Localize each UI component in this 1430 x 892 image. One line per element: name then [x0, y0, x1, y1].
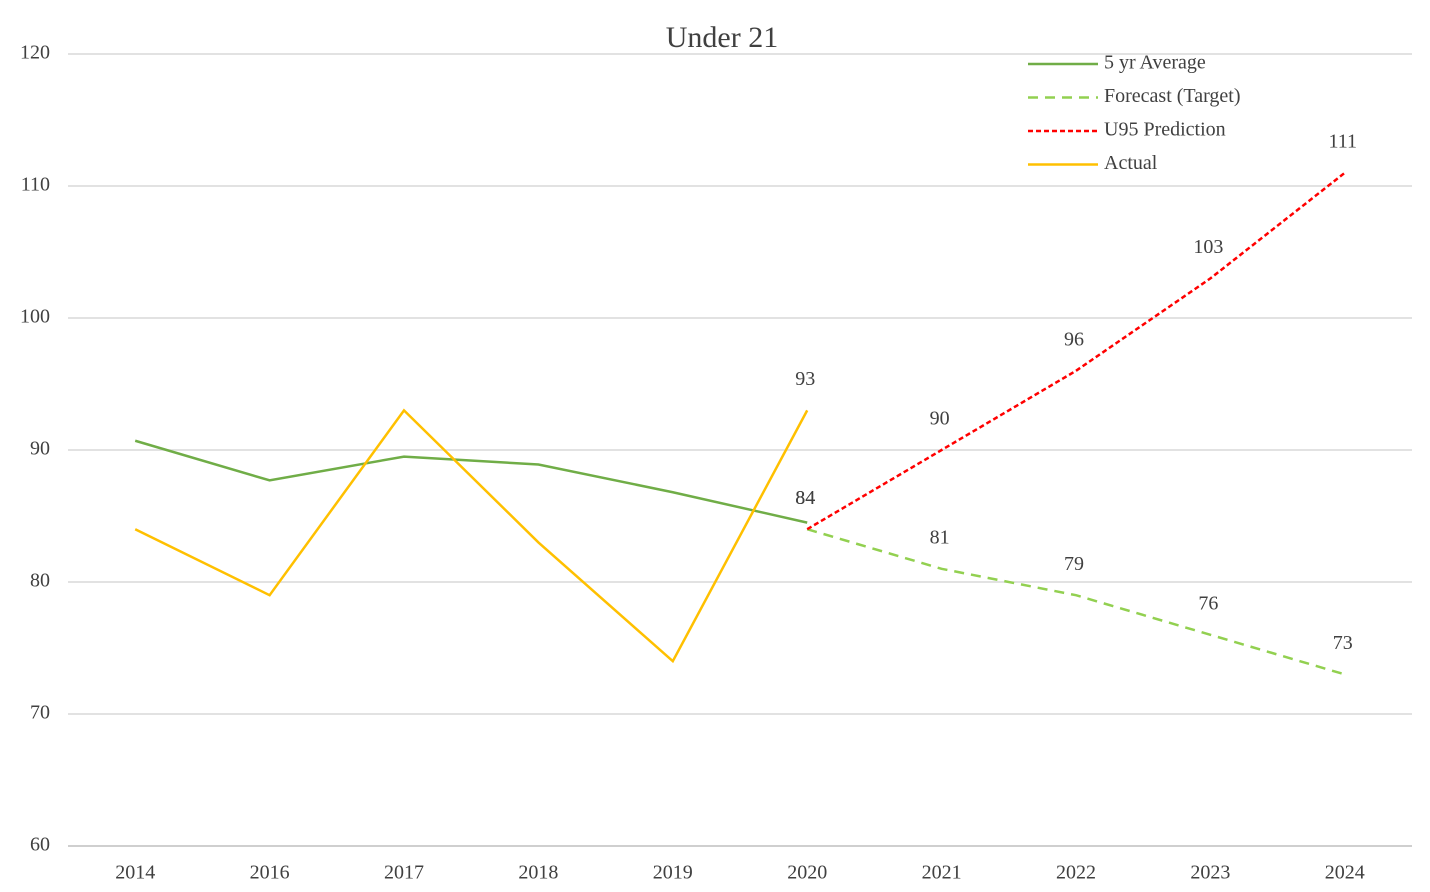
y-tick-label: 90: [30, 438, 50, 460]
data-label: 81: [930, 526, 950, 548]
y-tick-label: 110: [21, 174, 50, 196]
y-tick-label: 120: [20, 42, 50, 64]
x-tick-label: 2024: [1325, 862, 1365, 884]
series-line: [134, 439, 808, 524]
data-label: 79: [1064, 553, 1084, 575]
data-label: 84: [795, 487, 815, 509]
legend-label: U95 Prediction: [1104, 119, 1226, 141]
data-label: 111: [1329, 130, 1358, 152]
series-line: [806, 528, 1346, 676]
legend-label: Forecast (Target): [1104, 85, 1241, 107]
data-label: 103: [1193, 236, 1223, 258]
x-tick-label: 2014: [115, 862, 155, 884]
legend-label: 5 yr Average: [1104, 52, 1206, 74]
data-label: 73: [1333, 632, 1353, 654]
y-tick-label: 100: [20, 306, 50, 328]
x-tick-label: 2020: [787, 862, 827, 884]
data-label: 84: [795, 487, 815, 509]
data-label: 90: [930, 408, 950, 430]
y-tick-label: 70: [30, 702, 50, 724]
x-tick-label: 2017: [384, 862, 424, 884]
x-tick-label: 2022: [1056, 862, 1096, 884]
x-tick-label: 2019: [653, 862, 693, 884]
series-line: [806, 171, 1346, 531]
series-line: [134, 408, 809, 664]
x-tick-label: 2018: [518, 862, 558, 884]
x-tick-label: 2023: [1190, 862, 1230, 884]
data-label: 93: [795, 368, 815, 390]
chart-title: Under 21: [666, 21, 778, 54]
x-tick-label: 2021: [922, 862, 962, 884]
legend-label: Actual: [1104, 152, 1158, 174]
x-tick-label: 2016: [250, 862, 290, 884]
data-label: 96: [1064, 328, 1084, 350]
y-tick-label: 60: [30, 834, 50, 856]
y-tick-label: 80: [30, 570, 50, 592]
data-label: 76: [1198, 592, 1218, 614]
